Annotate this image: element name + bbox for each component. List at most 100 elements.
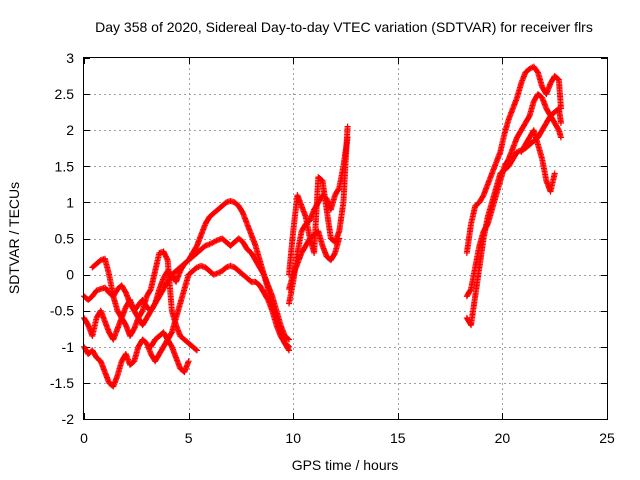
data-point-run	[152, 352, 162, 364]
y-tick-label: -2	[62, 411, 75, 427]
data-point-run	[190, 265, 199, 274]
data-point-run	[232, 236, 241, 245]
data-point-run	[148, 269, 158, 291]
data-point-run	[115, 308, 124, 320]
data-point-run	[186, 254, 195, 263]
data-point-run	[544, 106, 553, 118]
data-point-run	[236, 236, 245, 245]
data-point-run	[190, 250, 199, 259]
data-point	[557, 134, 564, 141]
data-point-run	[228, 240, 237, 248]
data-point-run	[90, 348, 99, 360]
grid-lines	[84, 58, 607, 419]
data-point-run	[518, 121, 528, 132]
data-point-run	[245, 247, 254, 256]
x-axis-label: GPS time / hours	[292, 457, 399, 473]
plot-area	[81, 63, 564, 390]
data-point-run	[119, 283, 129, 295]
series-track-5	[147, 329, 192, 376]
y-tick-label: 3	[66, 50, 74, 66]
data-point-run	[215, 203, 225, 212]
series-track-12	[518, 127, 558, 195]
data-point-run	[547, 172, 558, 194]
data-point-run	[523, 113, 532, 125]
data-point-run	[136, 308, 145, 320]
y-tick-label: -1.5	[50, 375, 74, 391]
y-tick-label: -0.5	[50, 303, 74, 319]
data-point	[557, 119, 564, 126]
data-point-run	[148, 337, 158, 349]
data-point-run	[212, 270, 220, 278]
data-point-run	[257, 265, 267, 277]
y-tick-label: 2	[66, 122, 74, 138]
data-point-run	[174, 265, 183, 274]
data-point-run	[518, 142, 528, 154]
data-point-run	[220, 236, 229, 245]
data-point-run	[94, 355, 103, 364]
data-point-run	[164, 258, 175, 313]
y-axis-label: SDTVAR / TECUs	[6, 182, 22, 294]
data-point-run	[89, 316, 100, 338]
series-track-4	[89, 248, 200, 354]
data-point-run	[473, 200, 482, 209]
data-point-run	[157, 248, 166, 256]
data-point-run	[282, 333, 291, 342]
data-point-run	[220, 265, 229, 274]
data-point-run	[161, 280, 170, 291]
data-point-run	[81, 316, 91, 327]
x-tick-label: 20	[495, 430, 511, 446]
y-tick-label: 0.5	[55, 231, 75, 247]
data-point	[551, 170, 558, 177]
data-point-run	[86, 294, 95, 302]
data-point-run	[472, 244, 483, 269]
data-point-run	[216, 268, 224, 276]
data-point-run	[278, 334, 288, 345]
data-point-run	[82, 294, 91, 302]
data-point-run	[464, 287, 474, 299]
data-point-run	[186, 268, 195, 277]
data-point-run	[307, 232, 317, 241]
data-point-run	[328, 251, 338, 262]
data-point-run	[552, 73, 561, 82]
data-point-run	[468, 204, 478, 226]
series-track-3	[81, 262, 293, 390]
data-point-run	[472, 265, 483, 298]
data-point-run	[501, 117, 512, 136]
data-point-run	[240, 240, 250, 252]
data-point-run	[228, 198, 237, 205]
data-point-run	[220, 200, 229, 209]
data-point-run	[144, 287, 154, 299]
data-point-run	[178, 333, 187, 342]
data-point-run	[203, 215, 212, 226]
data-point-run	[186, 341, 195, 349]
data-point-run	[324, 254, 333, 263]
series-track-11	[463, 91, 564, 300]
data-point-run	[536, 92, 545, 100]
plot-frame	[83, 57, 608, 420]
series-track-10	[463, 63, 564, 256]
data-point-run	[497, 132, 508, 154]
data-point-run	[144, 304, 153, 313]
data-point	[193, 347, 200, 354]
y-tick-label: 2.5	[55, 86, 75, 102]
data-point-run	[207, 211, 216, 219]
y-tick-label: 0	[66, 267, 74, 283]
data-point-run	[253, 279, 262, 288]
data-point-run	[203, 265, 212, 274]
data-point-run	[140, 316, 150, 327]
data-point-run	[177, 261, 187, 273]
data-point-run	[523, 135, 532, 147]
data-point-run	[182, 258, 191, 266]
data-point-run	[102, 285, 112, 295]
data-point-run	[90, 261, 99, 270]
data-point-run	[94, 258, 103, 266]
data-point	[286, 336, 293, 343]
data-point-run	[236, 204, 246, 216]
data-point-run	[228, 263, 237, 270]
data-point-run	[211, 207, 220, 216]
data-point-run	[527, 138, 536, 147]
data-point-run	[253, 258, 263, 270]
x-tick-label: 0	[80, 430, 88, 446]
data-point-run	[464, 222, 474, 255]
data-point-run	[552, 121, 562, 132]
